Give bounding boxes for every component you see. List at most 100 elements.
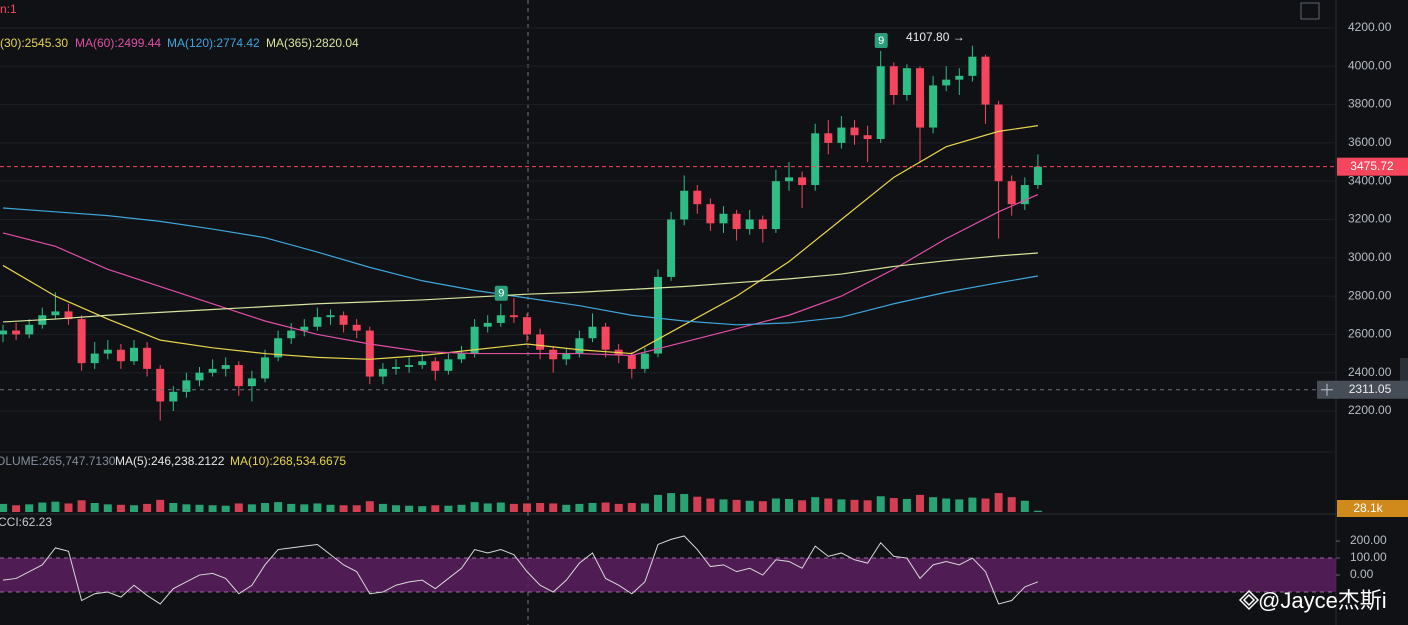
volume-bar [902,498,911,512]
candle-body [981,56,990,105]
candle-body [116,349,125,362]
volume-bar [326,504,335,512]
candle-body [758,219,767,230]
candle-body [850,127,859,136]
td-marker-label: 9 [498,288,504,300]
legend-entry: MA(120):2774.42 [167,36,260,50]
volume-bar [667,493,676,512]
candle-body [680,190,689,220]
volume-bar [745,500,754,512]
candle-body [1007,181,1016,205]
volume-bar [77,500,86,512]
volume-bar [627,503,636,512]
cci-tick-label: 200.00 [1350,533,1387,547]
watermark-icon [1238,589,1260,611]
candle-body [785,177,793,182]
candle-body [378,368,387,377]
candle-body [143,347,152,369]
candle-body [444,359,453,371]
legend-entry: (30):2545.30 [0,36,68,50]
candle-body [693,190,702,205]
candle-body [562,353,571,360]
candle-body [221,365,230,369]
volume-bar [470,502,479,512]
candle-body [654,276,662,354]
volume-bar [640,503,649,512]
volume-bar [549,503,558,512]
volume-bar [103,504,112,512]
candle-body [824,133,833,143]
candle-body [195,372,204,381]
candle-body [234,365,243,387]
volume-bar [562,504,571,512]
volume-bar [837,499,846,512]
volume-bar [876,496,885,512]
legend-entry: MA(365):2820.04 [266,36,359,50]
volume-bar [457,504,466,512]
volume-bar [195,504,204,512]
volume-bar [1007,497,1016,512]
volume-bar [732,499,741,512]
candle-body [549,349,558,360]
volume-bar [221,505,230,512]
candle-body [863,135,872,140]
volume-tag-label: 28.1k [1353,501,1383,515]
volume-bar [12,505,21,512]
legend-entry: MA(60):2499.44 [75,36,161,50]
candle-body [798,177,807,186]
y-tick-label: 3400.00 [1348,173,1392,187]
volume-bar [156,499,165,512]
volume-bar [614,503,623,512]
volume-bar [261,503,269,512]
candle-body [509,315,518,318]
volume-bar [64,503,73,512]
candle-body [313,317,322,327]
volume-bar [863,500,872,512]
fullscreen-icon[interactable] [1300,2,1320,20]
y-tick-label: 3000.00 [1348,250,1392,264]
candle-body [64,311,73,320]
volume-bar [785,498,793,512]
volume-bar [208,505,217,512]
volume-bar [523,503,531,512]
y-tick-label: 2800.00 [1348,288,1392,302]
y-tick-label: 3200.00 [1348,212,1392,226]
candle-body [182,380,191,392]
candle-body [12,330,21,335]
candle-body [745,219,754,230]
volume-bar [680,494,689,512]
volume-legend: MA(10):268,534.6675 [230,454,346,468]
volume-bar [955,499,964,512]
volume-bar [169,503,178,512]
volume-bar [798,500,807,512]
candle-body [994,104,1003,182]
candle-body [274,338,283,358]
volume-bar [352,505,361,512]
candle-body [208,368,217,373]
volume-bar [300,504,309,512]
candle-body [339,315,348,325]
y-tick-label: 4000.00 [1348,58,1392,72]
candle-body [156,368,165,402]
volume-bar [274,502,283,512]
candle-body [640,353,649,369]
scroll-handle[interactable] [1400,358,1408,394]
candle-body [523,317,531,335]
volume-bar [378,503,387,512]
last-price-label: 3475.72 [1350,159,1394,173]
candle-body [955,75,964,80]
ma-line [2,252,1038,323]
volume-bar [942,498,951,512]
candle-body [169,391,178,402]
candle-body [130,347,138,362]
cci-line [2,535,1039,605]
candle-body [1033,166,1042,186]
last-price-tag [1337,157,1408,176]
candle-body [1020,185,1029,205]
volume-bar [116,504,125,512]
volume-bar [968,497,977,512]
volume-bar [431,505,440,512]
candle-body [811,133,820,186]
candle-body [588,326,597,339]
candle-body [103,349,112,354]
